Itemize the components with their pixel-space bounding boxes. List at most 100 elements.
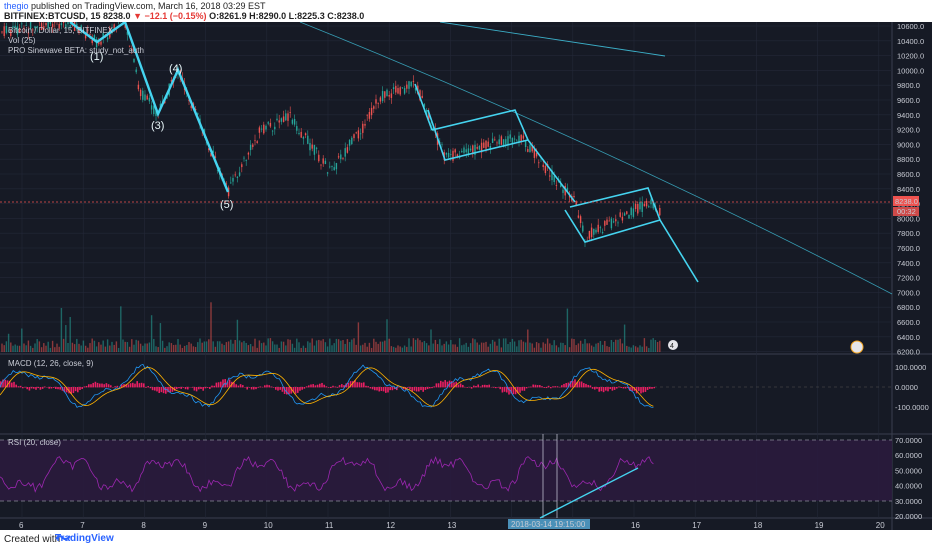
macd-hist-bar <box>627 387 629 388</box>
chart-canvas[interactable]: (1) (3) (4) (5) 10600.010400.010200.0100… <box>0 22 932 530</box>
macd-hist-bar <box>389 387 391 391</box>
volume-bar <box>430 329 432 352</box>
projection-line[interactable] <box>659 219 699 283</box>
macd-hist-bar <box>319 383 321 388</box>
tradingview-logo-icon <box>55 535 71 541</box>
macd-hist-bar <box>422 387 424 392</box>
macd-hist-bar <box>158 387 160 394</box>
volume-bar <box>606 346 608 352</box>
flag-channel-2[interactable] <box>564 187 662 243</box>
vol-badge[interactable] <box>668 340 678 350</box>
macd-axis-tick: 100.0000 <box>895 363 926 372</box>
volume-bar <box>216 341 219 352</box>
price-axis-tick: 6600.0 <box>897 318 920 327</box>
time-axis[interactable]: 67891011121314151617181920 <box>19 521 885 530</box>
volume-bar <box>390 346 393 352</box>
candle-body <box>582 225 584 232</box>
macd-hist-bar <box>499 387 501 390</box>
macd-hist-bar <box>48 387 50 389</box>
publish-info: published on TradingView.com, March 16, … <box>31 1 266 11</box>
tradingview-brand[interactable]: TradingView <box>55 533 114 544</box>
author-link[interactable]: thegio <box>4 1 29 11</box>
drop-line-1[interactable] <box>527 139 576 203</box>
macd-hist-bar <box>239 384 242 388</box>
time-axis-tick: 12 <box>386 521 395 530</box>
price-axis-tick: 6200.0 <box>897 348 920 357</box>
macd-hist-bar <box>140 382 143 388</box>
rsi-trend-line[interactable] <box>539 467 639 519</box>
macd-axis[interactable]: 100.0000 0.0000 -100.0000 <box>895 363 929 412</box>
macd-hist-bar <box>503 387 506 392</box>
candle-body <box>469 148 472 151</box>
macd-hist-bar <box>528 386 530 388</box>
macd-hist-bar <box>477 384 479 388</box>
candle-body <box>641 202 643 212</box>
macd-hist-bar <box>292 387 295 393</box>
volume-bar <box>25 345 27 352</box>
legend-rsi[interactable]: RSI (20, close) <box>8 438 61 447</box>
price-axis[interactable]: 10600.0 10400.0 10200.0 10000.0 9800.0 9600.0… <box>897 22 924 357</box>
candle-body <box>236 176 239 178</box>
legend-vol[interactable]: Vol (25) <box>8 36 36 45</box>
flag-channel-1[interactable] <box>427 109 530 161</box>
candle-body <box>403 88 406 94</box>
macd-hist-bar <box>446 381 449 388</box>
events-icon[interactable] <box>850 340 864 354</box>
candle-body <box>634 203 637 209</box>
legend-indicator[interactable]: PRO Sinewave BETA: study_not_auth <box>8 46 144 55</box>
legend-macd[interactable]: MACD (12, 26, close, 9) <box>8 359 94 368</box>
flag-pole-1[interactable] <box>414 83 433 131</box>
candle-body <box>16 26 19 35</box>
macd-hist-bar <box>160 387 163 393</box>
legend-main[interactable]: Bitcoin / Dollar, 15, BITFINEX <box>8 26 113 35</box>
macd-axis-tick: -100.0000 <box>895 403 929 412</box>
macd-hist-bar <box>57 387 59 390</box>
volume-bar <box>265 345 267 352</box>
trend-curve[interactable] <box>299 22 893 295</box>
macd-hist-bar <box>242 385 244 388</box>
macd-hist-bar <box>420 387 422 391</box>
macd-hist-bar <box>594 387 596 390</box>
volume-bar <box>238 340 241 352</box>
chart-area[interactable]: (1) (3) (4) (5) 10600.0 10400.0 10200.0 100… <box>0 22 932 530</box>
volume-bar <box>623 324 626 352</box>
candle-body <box>480 142 483 153</box>
macd-hist-bar <box>169 387 171 393</box>
candle-body <box>601 231 604 234</box>
wave-3-5-line[interactable] <box>123 22 230 193</box>
macd-hist-bar <box>217 382 220 388</box>
volume-bar <box>241 342 243 352</box>
candle-body <box>408 81 410 89</box>
volume-bar <box>432 343 434 352</box>
volume-bar <box>441 345 443 352</box>
candle-body <box>29 22 32 29</box>
macd-hist-bar <box>514 387 517 395</box>
macd-hist-bar <box>402 387 405 390</box>
macd-hist-bar <box>539 385 541 388</box>
candle-body <box>366 114 368 116</box>
macd-hist-bar <box>561 385 563 388</box>
macd-hist-bar <box>255 387 257 390</box>
volume-bar <box>619 338 621 352</box>
macd-hist-bar <box>6 380 9 388</box>
macd-hist-bar <box>156 387 158 392</box>
wave-1-line[interactable] <box>69 22 126 44</box>
macd-signal-line <box>0 367 654 407</box>
time-axis-tick: 7 <box>80 521 85 530</box>
volume-bar <box>137 340 140 352</box>
volume-bar <box>128 346 131 352</box>
rsi-series <box>0 455 654 493</box>
candle-body <box>637 203 639 214</box>
macd-hist-bar <box>290 387 292 394</box>
candle-body <box>553 175 555 183</box>
macd-hist-bar <box>613 387 616 390</box>
candle-body <box>238 172 241 176</box>
volume-bar <box>465 342 467 352</box>
macd-hist-bar <box>444 380 446 388</box>
candle-body <box>588 230 591 239</box>
macd-hist-bar <box>180 387 182 389</box>
trend-line-upper[interactable] <box>439 22 666 57</box>
macd-hist-bar <box>554 386 556 388</box>
candle-body <box>535 153 538 157</box>
rsi-axis[interactable]: 70.0000 60.0000 50.0000 40.0000 30.0000 20.00… <box>895 436 922 521</box>
